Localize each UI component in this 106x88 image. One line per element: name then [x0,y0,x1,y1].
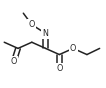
Text: O: O [11,57,17,66]
Text: O: O [70,44,76,53]
Text: O: O [56,64,63,73]
Text: N: N [43,29,49,38]
Text: O: O [29,20,35,29]
